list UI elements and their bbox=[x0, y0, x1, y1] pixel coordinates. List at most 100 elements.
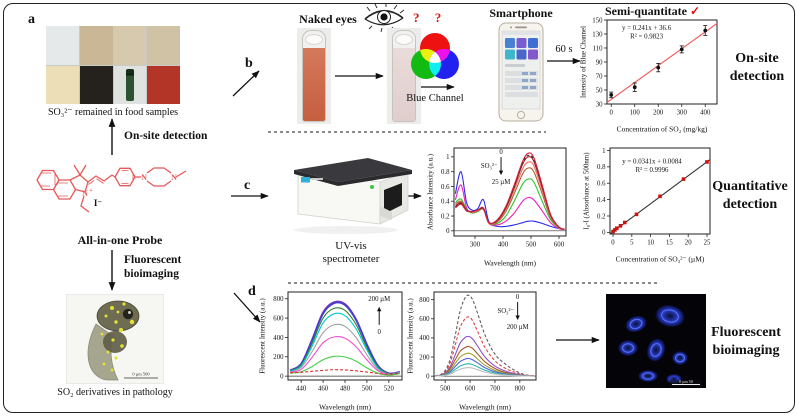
fluorescent-bioimaging-line1: Fluorescent bbox=[711, 325, 781, 340]
svg-text:+: + bbox=[89, 188, 93, 194]
svg-text:100: 100 bbox=[630, 110, 641, 117]
check-icon: ✓ bbox=[689, 4, 701, 18]
svg-text:0: 0 bbox=[499, 149, 503, 156]
onsite-detection-line2: detection bbox=[729, 68, 785, 84]
question-marks: ? ? bbox=[413, 10, 448, 25]
chart-blue-channel-calibration: 0 100 200 300 400 30 50 70 90 110 130 150 Concentrat… bbox=[580, 17, 718, 134]
svg-text:800: 800 bbox=[515, 386, 526, 393]
60s-label: 60 s bbox=[555, 44, 573, 55]
food-sample-tile bbox=[147, 26, 180, 65]
svg-text:N: N bbox=[171, 173, 177, 182]
svg-text:520: 520 bbox=[384, 386, 395, 393]
svg-text:400: 400 bbox=[419, 335, 430, 342]
svg-text:Wavelength (nm): Wavelength (nm) bbox=[319, 403, 372, 412]
svg-text:400: 400 bbox=[498, 242, 509, 249]
bioimaging-arrow-label-1: Fluorescent bbox=[124, 254, 182, 266]
svg-text:800: 800 bbox=[273, 296, 284, 303]
probe-structure: N + N N I⁻ bbox=[36, 164, 187, 213]
svg-text:0.4: 0.4 bbox=[441, 199, 450, 206]
svg-text:480: 480 bbox=[340, 386, 351, 393]
blue-channel-label: Blue Channel bbox=[406, 93, 464, 104]
svg-text:1: 1 bbox=[446, 154, 449, 161]
svg-text:N: N bbox=[141, 173, 147, 182]
smartphone-label: Smartphone bbox=[489, 6, 553, 20]
food-sample-tile bbox=[46, 26, 79, 65]
eye-icon bbox=[364, 4, 405, 32]
food-sample-tile bbox=[79, 65, 113, 104]
svg-text:800: 800 bbox=[419, 297, 430, 304]
svg-text:SO₃²⁻: SO₃²⁻ bbox=[481, 163, 498, 170]
svg-text:y = 0.241x + 36.6: y = 0.241x + 36.6 bbox=[622, 25, 672, 32]
svg-text:130: 130 bbox=[592, 31, 603, 38]
svg-text:0.2: 0.2 bbox=[597, 213, 606, 220]
svg-text:5: 5 bbox=[630, 240, 634, 247]
iodide-label: I⁻ bbox=[94, 198, 103, 208]
svg-text:500: 500 bbox=[526, 242, 537, 249]
svg-text:0: 0 bbox=[611, 240, 615, 247]
smartphone-image bbox=[498, 22, 544, 122]
svg-text:Wavelength (nm): Wavelength (nm) bbox=[459, 403, 512, 412]
bioimaging-arrow-label: Fluorescent bioimaging bbox=[124, 254, 224, 282]
food-sample-tile bbox=[79, 26, 113, 65]
food-samples-caption: SO₃²⁻ remained in food samples bbox=[47, 107, 179, 118]
svg-text:R² = 0.9996: R² = 0.9996 bbox=[636, 167, 669, 174]
svg-text:50: 50 bbox=[596, 87, 603, 94]
spectrometer-caption-line1: UV-vis bbox=[335, 240, 367, 252]
uv-vis-spectrometer-image bbox=[294, 158, 412, 234]
svg-text:600: 600 bbox=[273, 315, 284, 322]
svg-text:0.6: 0.6 bbox=[597, 181, 606, 188]
chart-fluorescence-red: 500 600 700 800 0 200 400 600 800 Wavelength (nm)… bbox=[407, 291, 537, 412]
svg-text:150: 150 bbox=[592, 17, 603, 24]
svg-text:460: 460 bbox=[318, 386, 329, 393]
food-sample-tile bbox=[113, 26, 147, 65]
cuvette-before-glass bbox=[302, 30, 326, 122]
quantitative-detection-line1: Quantitative bbox=[712, 179, 788, 194]
panel-label-c: c bbox=[244, 178, 251, 193]
svg-text:300: 300 bbox=[677, 110, 688, 117]
probe-name: All-in-one Probe bbox=[77, 233, 163, 247]
food-sample-tile bbox=[147, 65, 180, 104]
food-samples-image bbox=[46, 26, 180, 104]
svg-text:Absorbance Intensity (a.u.): Absorbance Intensity (a.u.) bbox=[427, 153, 435, 230]
svg-text:500: 500 bbox=[440, 386, 451, 393]
svg-text:Concentration of SO₂ (mg/kg): Concentration of SO₂ (mg/kg) bbox=[617, 125, 708, 134]
svg-text:110: 110 bbox=[593, 45, 604, 52]
svg-text:R² = 0.9823: R² = 0.9823 bbox=[630, 34, 663, 41]
onsite-detection-label: On-site detection bbox=[718, 50, 796, 85]
naked-eyes-label: Naked eyes bbox=[299, 12, 357, 26]
svg-text:20: 20 bbox=[685, 240, 692, 247]
svg-text:70: 70 bbox=[596, 73, 603, 80]
svg-text:10: 10 bbox=[647, 240, 654, 247]
cuvette-before-meniscus bbox=[305, 34, 323, 45]
fluorescent-bioimaging-label: Fluorescent bioimaging bbox=[698, 324, 794, 359]
svg-text:Wavelength (nm): Wavelength (nm) bbox=[484, 259, 537, 268]
svg-text:400: 400 bbox=[700, 110, 711, 117]
cuvette-after-meniscus bbox=[395, 34, 413, 45]
svg-text:0: 0 bbox=[426, 373, 430, 380]
bioimaging-arrow-label-2: bioimaging bbox=[124, 267, 179, 280]
svg-text:25 µM: 25 µM bbox=[492, 179, 510, 186]
cuvette-before-liquid bbox=[303, 48, 325, 121]
fish-scalebar: 0 µm 500 bbox=[132, 372, 150, 377]
panel-label-a: a bbox=[28, 12, 35, 27]
svg-text:300: 300 bbox=[470, 242, 481, 249]
cuvette-after-liquid bbox=[393, 48, 415, 121]
svg-text:0.6: 0.6 bbox=[441, 184, 450, 191]
svg-text:500: 500 bbox=[362, 386, 373, 393]
onsite-detection-line1: On-site bbox=[735, 51, 779, 66]
spectrometer-caption-line2: spectrometer bbox=[322, 252, 380, 265]
svg-text:600: 600 bbox=[554, 242, 565, 249]
semi-quantitate-title: Semi-quantitate ✓ bbox=[585, 4, 720, 19]
panel-label-b: b bbox=[245, 56, 253, 71]
svg-text:N: N bbox=[82, 189, 88, 198]
chart-absorbance-calibration: 0 5 10 15 20 25 0 0.2 0.4 0.6 0.8 1 Concentration of… bbox=[583, 147, 711, 264]
quantitative-detection-line2: detection bbox=[722, 196, 778, 212]
svg-text:0: 0 bbox=[610, 110, 614, 117]
svg-text:0: 0 bbox=[280, 373, 284, 380]
branch-b-arrow bbox=[232, 70, 260, 97]
chart-fluorescence-blue: 440 460 480 500 520 0 200 400 600 800 Wavelength (… bbox=[259, 291, 403, 412]
figure-border bbox=[3, 3, 795, 413]
fluorescent-bioimaging-line2: bioimaging bbox=[712, 342, 780, 358]
food-sample-tile bbox=[113, 65, 147, 104]
cuvette-after-glass bbox=[392, 30, 416, 122]
